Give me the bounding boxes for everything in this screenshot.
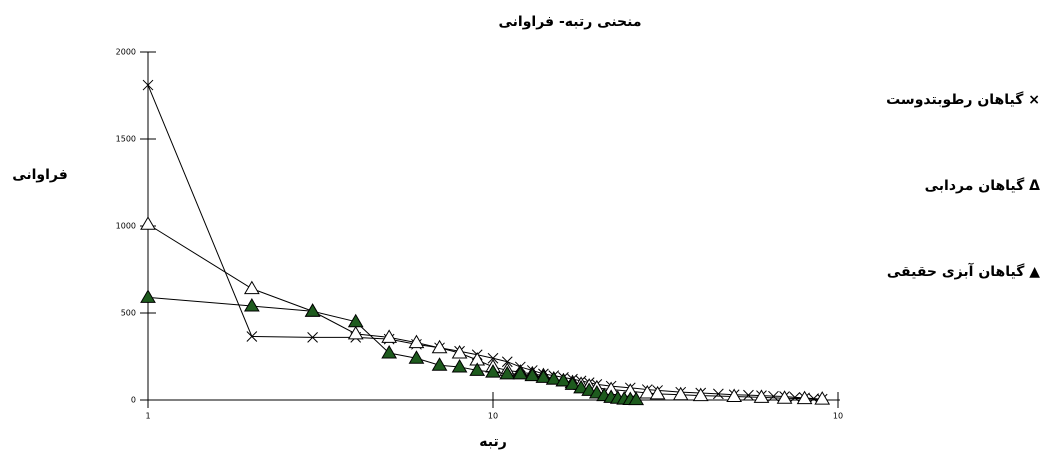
legend-entry: گیاهان رطوبتدوست ×	[886, 91, 1040, 108]
x-axis-label: رتبه	[479, 434, 507, 450]
y-axis-label: فراوانی	[12, 167, 68, 183]
y-tick-label: 0	[131, 396, 136, 405]
point	[487, 352, 499, 364]
point	[451, 358, 468, 373]
legend-entry: گیاهان مردابی Δ	[925, 177, 1041, 194]
point	[499, 365, 516, 380]
point	[564, 376, 581, 390]
point	[485, 364, 501, 378]
point	[639, 385, 656, 399]
x-tick-label: 1	[145, 412, 150, 421]
point	[469, 362, 486, 376]
point	[501, 356, 513, 368]
point	[140, 289, 156, 303]
point	[628, 391, 645, 406]
point	[307, 332, 318, 343]
point	[776, 390, 793, 404]
point	[743, 389, 754, 401]
point	[535, 369, 552, 383]
chart-title: منحنی رتبه- فراوانی	[498, 14, 641, 30]
point	[555, 372, 572, 387]
point	[649, 385, 666, 400]
point	[347, 313, 364, 328]
x-tick-label: 10	[488, 412, 498, 421]
point	[545, 371, 562, 385]
point	[243, 298, 260, 312]
point	[672, 386, 689, 401]
point	[726, 388, 743, 403]
point	[451, 345, 468, 359]
point	[768, 390, 779, 402]
point	[408, 334, 425, 349]
point	[524, 367, 541, 382]
point	[789, 392, 801, 403]
point	[243, 280, 260, 295]
point	[753, 389, 770, 403]
point	[142, 79, 154, 91]
y-tick-label: 500	[121, 309, 136, 318]
point	[304, 303, 321, 317]
point	[246, 331, 258, 342]
point	[814, 391, 831, 405]
series-line	[147, 84, 823, 400]
point	[512, 365, 529, 380]
point	[140, 216, 156, 230]
point	[796, 390, 813, 405]
point	[431, 339, 448, 354]
y-tick-label: 1000	[116, 222, 136, 231]
point	[408, 350, 425, 364]
x-tick-label: 10	[833, 412, 843, 421]
point	[431, 357, 448, 371]
point	[381, 329, 398, 343]
y-tick-label: 1500	[116, 135, 136, 144]
y-tick-label: 2000	[116, 48, 136, 57]
point	[692, 387, 709, 402]
point	[713, 388, 724, 400]
point	[347, 325, 364, 340]
point	[573, 379, 589, 394]
series-line	[147, 223, 823, 400]
point	[381, 345, 398, 359]
legend-entry: گیاهان آبزی حقیقی ▲	[887, 262, 1040, 280]
